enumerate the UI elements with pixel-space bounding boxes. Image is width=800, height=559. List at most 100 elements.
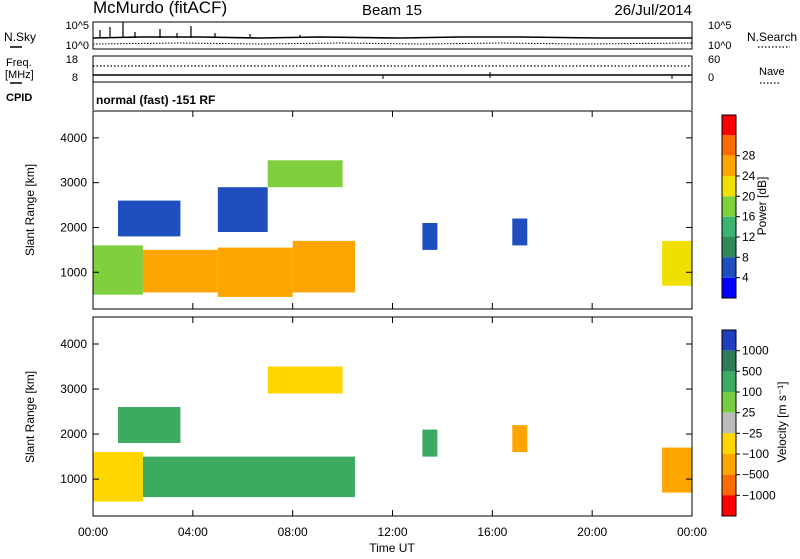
nsearch-tick-low: 10^0 (708, 40, 732, 52)
velocity-y-tick-label: 2000 (60, 427, 87, 441)
power-echo-region (512, 218, 528, 246)
velocity-colorbar-tick-label: −25 (742, 426, 763, 440)
velocity-y-axis: 1000 2000 3000 4000 (60, 337, 692, 486)
power-colorbar-segment (722, 216, 736, 237)
nsky-spikes (99, 22, 301, 38)
velocity-colorbar-tick-label: −100 (742, 447, 769, 461)
time-tick-label: 00:00 (677, 525, 707, 539)
nave-tick-low: 0 (708, 72, 714, 84)
velocity-echo-region (662, 447, 692, 493)
nsearch-trace (92, 42, 693, 45)
time-tick-label: 00:00 (78, 525, 108, 539)
power-echo-region (142, 249, 218, 293)
velocity-colorbar-label: Velocity [m s⁻¹] (775, 381, 789, 462)
velocity-echo-region (118, 407, 181, 443)
velocity-colorbar-tick-label: 25 (742, 406, 756, 420)
velocity-colorbar-segment (722, 495, 736, 516)
power-colorbar-segment (722, 237, 736, 258)
power-colorbar-segment (722, 277, 736, 298)
power-echo-region (422, 223, 438, 250)
time-tick-label: 04:00 (178, 525, 208, 539)
freq-tick-high: 18 (66, 54, 78, 66)
nsky-panel (92, 21, 693, 50)
cpid-value: normal (fast) -151 RF (96, 93, 215, 107)
beam-title: Beam 15 (362, 2, 422, 19)
power-colorbar-label: Power [dB] (755, 177, 769, 236)
velocity-colorbar-tick-label: 500 (742, 364, 762, 378)
velocity-colorbar-segment (722, 412, 736, 434)
power-colorbar: 4 8 12 16 20 24 28 (721, 114, 756, 299)
power-colorbar-tick-label: 12 (742, 230, 756, 244)
nsearch-label: N.Search (747, 30, 797, 44)
velocity-y-tick-label: 4000 (60, 337, 87, 351)
power-colorbar-tick-label: 16 (742, 210, 756, 224)
power-y-tick-label: 3000 (60, 176, 87, 190)
velocity-colorbar-tick-label: −1000 (742, 488, 776, 502)
velocity-colorbar-segment (722, 454, 736, 475)
power-y-tick-label: 4000 (60, 131, 87, 145)
power-colorbar-tick-label: 8 (742, 250, 749, 264)
power-y-tick-label: 2000 (60, 220, 87, 234)
velocity-colorbar-segment (722, 350, 736, 372)
velocity-echo-region (142, 456, 355, 498)
power-y-axis: 1000 2000 3000 4000 (60, 131, 692, 279)
time-tick-label: 12:00 (377, 525, 407, 539)
power-echo-region (217, 187, 268, 232)
freq-panel (92, 55, 693, 83)
velocity-colorbar-segment (722, 371, 736, 392)
freq-unit: [MHz] (5, 69, 34, 81)
velocity-echo-region (512, 425, 528, 453)
velocity-colorbar-tick-label: 1000 (742, 344, 769, 358)
power-colorbar-segment (722, 196, 736, 217)
power-colorbar-segment (722, 257, 736, 278)
velocity-colorbar-segment (722, 330, 736, 351)
velocity-colorbar-tick-label: −500 (742, 468, 769, 482)
time-axis: 00:00 04:00 08:00 12:00 16:00 20:00 00:00 (78, 111, 707, 539)
velocity-y-tick-label: 1000 (60, 472, 87, 486)
power-colorbar-segment (722, 155, 736, 176)
nsearch-tick-high: 10^5 (708, 20, 732, 32)
nsky-label: N.Sky (4, 30, 36, 44)
freq-label: Freq. (6, 57, 32, 69)
date-title: 26/Jul/2014 (614, 2, 692, 19)
velocity-colorbar-tick-label: 100 (742, 385, 762, 399)
power-colorbar-segment (722, 176, 736, 197)
power-colorbar-tick-label: 28 (742, 149, 756, 163)
power-colorbar-tick-label: 24 (742, 169, 756, 183)
power-echo-region (93, 245, 143, 295)
velocity-echo-region (422, 429, 438, 457)
power-heatmap (93, 160, 692, 297)
power-colorbar-segment (722, 115, 736, 136)
time-tick-label: 16:00 (477, 525, 507, 539)
nave-tick-high: 60 (708, 54, 720, 66)
velocity-y-axis-label: Slant Range [km] (23, 371, 37, 463)
power-colorbar-frame (721, 114, 737, 299)
freq-spikes (382, 72, 673, 79)
power-y-tick-label: 1000 (60, 265, 87, 279)
velocity-colorbar: 1000 500 100 25 −25 −100 −500 −1000 (721, 329, 776, 517)
power-echo-region (292, 240, 356, 293)
power-echo-region (118, 200, 181, 237)
freq-tick-low: 8 (72, 72, 78, 84)
velocity-colorbar-segment (722, 433, 736, 454)
velocity-colorbar-frame (721, 329, 737, 517)
time-tick-label: 08:00 (278, 525, 308, 539)
time-axis-label: Time UT (369, 541, 415, 554)
velocity-colorbar-segment (722, 474, 736, 496)
nsky-tick-low: 10^0 (65, 40, 89, 52)
power-colorbar-tick-label: 4 (742, 271, 749, 285)
nsky-trace (92, 36, 692, 39)
velocity-heatmap (93, 366, 692, 502)
time-tick-label: 20:00 (577, 525, 607, 539)
power-echo-region (662, 240, 692, 286)
nave-label: Nave (759, 66, 785, 78)
velocity-y-tick-label: 3000 (60, 382, 87, 396)
power-echo-region (217, 247, 293, 297)
cpid-label: CPID (6, 92, 32, 104)
velocity-echo-region (267, 366, 343, 394)
power-echo-region (267, 160, 343, 188)
nsky-tick-high: 10^5 (65, 20, 89, 32)
velocity-colorbar-segment (722, 392, 736, 413)
power-colorbar-tick-label: 20 (742, 189, 756, 203)
